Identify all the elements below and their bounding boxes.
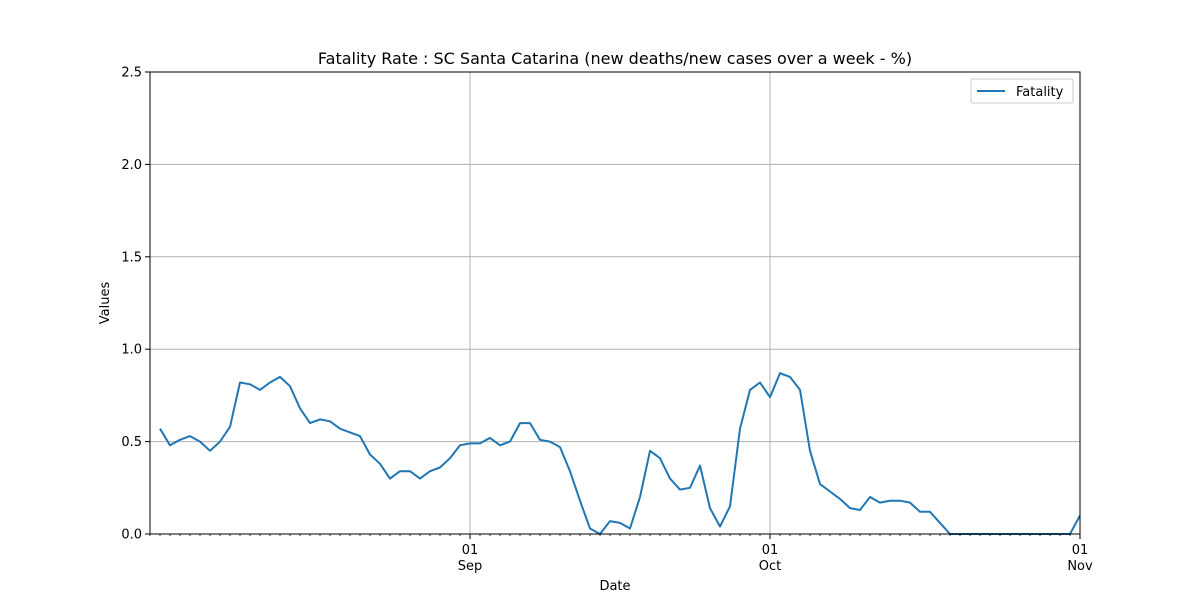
x-tick-label-day: 01 — [762, 543, 779, 558]
x-tick-label-month: Sep — [458, 559, 483, 574]
y-tick-label: 0.5 — [121, 435, 142, 450]
x-tick-label-day: 01 — [1072, 543, 1089, 558]
x-tick-label-month: Oct — [759, 559, 781, 574]
y-tick-label: 2.0 — [121, 158, 142, 173]
legend-label-fatality: Fatality — [1016, 85, 1064, 100]
y-axis: 0.0 0.5 1.0 1.5 2.0 2.5 — [121, 66, 150, 543]
chart-title: Fatality Rate : SC Santa Catarina (new d… — [318, 49, 912, 68]
y-tick-label: 0.0 — [121, 528, 142, 543]
y-tick-label: 1.5 — [121, 250, 142, 265]
series-line-fatality — [159, 372, 1080, 535]
series-layer — [159, 372, 1080, 535]
plot-frame — [149, 71, 1081, 535]
y-axis-label: Values — [98, 282, 113, 325]
x-tick-label-month: Nov — [1067, 559, 1093, 574]
legend: Fatality — [970, 78, 1074, 104]
legend-box — [970, 78, 1074, 104]
x-axis-label: Date — [599, 579, 630, 594]
x-tick-label-day: 01 — [462, 543, 479, 558]
y-tick-label: 2.5 — [121, 66, 142, 81]
y-tick-label: 1.0 — [121, 343, 142, 358]
